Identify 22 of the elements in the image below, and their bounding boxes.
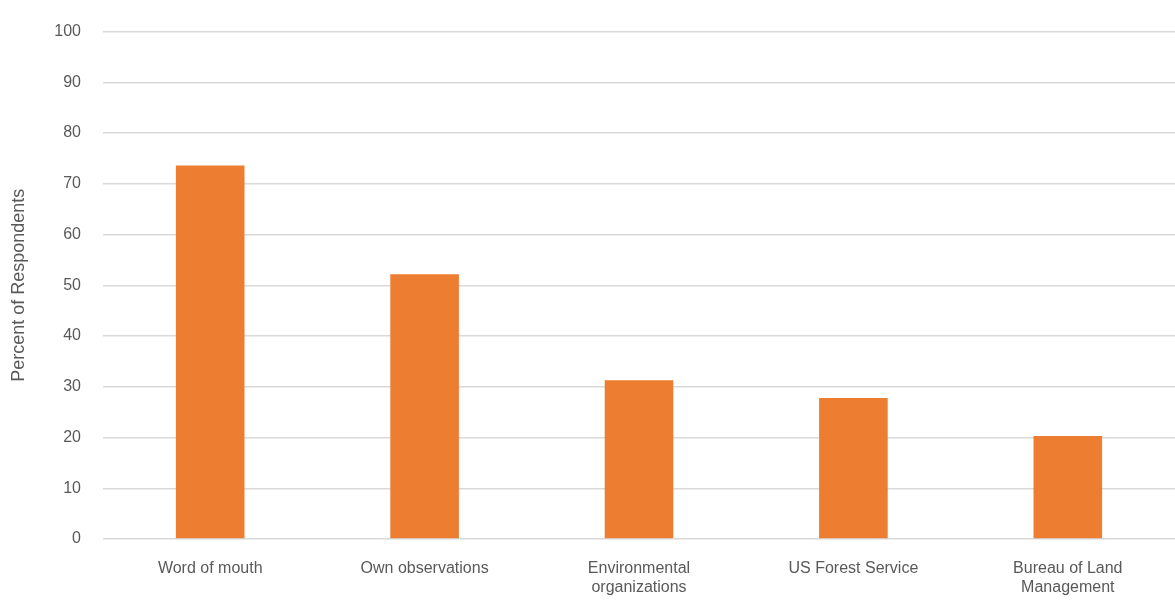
y-tick-label: 10: [63, 478, 82, 496]
y-tick-label: 40: [63, 326, 82, 344]
y-tick-label: 20: [63, 427, 82, 445]
y-tick-label: 100: [54, 22, 82, 40]
bar: [390, 274, 459, 539]
bar: [175, 165, 245, 539]
y-tick-label: 80: [63, 123, 82, 141]
bar: [1033, 436, 1103, 539]
x-tick-label: Environmental organizations: [587, 559, 691, 596]
y-tick-label: 30: [63, 377, 82, 395]
y-tick-label: 0: [72, 529, 82, 547]
x-tick-label: Own observations: [360, 559, 489, 577]
y-tick-label: 70: [63, 174, 82, 192]
bar: [604, 380, 674, 539]
bar: [819, 397, 888, 539]
y-axis-title: Percent of Respondents: [7, 188, 28, 382]
y-tick-label: 50: [63, 275, 82, 293]
y-tick-label: 60: [63, 224, 82, 242]
x-tick-label: Word of mouth: [157, 559, 263, 577]
x-tick-label: US Forest Service: [788, 559, 919, 577]
x-tick-label: Bureau of Land Management: [1013, 559, 1123, 596]
y-tick-label: 90: [63, 72, 82, 90]
